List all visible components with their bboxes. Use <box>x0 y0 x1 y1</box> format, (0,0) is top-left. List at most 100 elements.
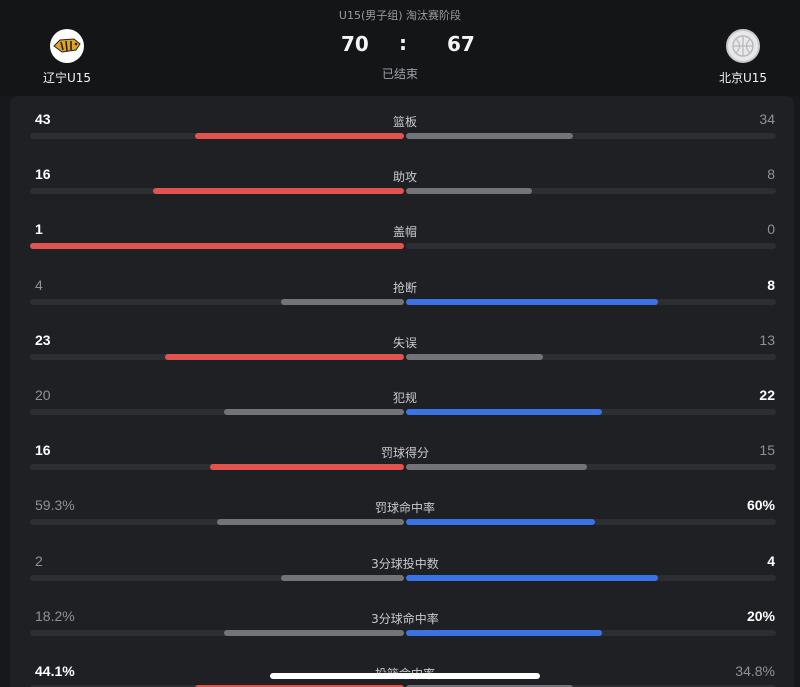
away-stat-track <box>406 685 776 687</box>
stat-row: 4 抢断 8 <box>0 270 800 325</box>
away-score: 67 <box>447 32 475 56</box>
home-stat-track <box>30 353 404 360</box>
home-score: 70 <box>341 32 369 56</box>
home-stat-bar <box>224 409 404 415</box>
stat-label: 助攻 <box>392 170 417 185</box>
away-stat-track <box>406 629 776 636</box>
home-stat-bar <box>281 574 404 581</box>
stat-row: 43 篮板 34 <box>0 104 800 159</box>
stat-row: 20 犯规 22 <box>0 380 800 435</box>
home-stat-bar <box>195 133 404 139</box>
home-stat-value: 18.2% <box>35 607 75 624</box>
stat-label: 抢断 <box>392 280 417 295</box>
stat-label: 3分球投中数 <box>371 556 439 571</box>
stat-row: 2 3分球投中数 4 <box>0 546 800 601</box>
away-stat-value: 20% <box>746 607 775 624</box>
home-stat-track <box>30 133 404 139</box>
home-stat-value: 16 <box>35 442 51 459</box>
away-stat-value: 60% <box>746 497 775 514</box>
home-team-name: 辽宁U15 <box>42 71 92 85</box>
away-stat-value: 4 <box>767 552 775 569</box>
away-team-name: 北京U15 <box>718 71 768 85</box>
home-stat-bar <box>210 464 404 471</box>
stat-row: 59.3% 罚球命中率 60% <box>0 490 800 545</box>
home-stat-value: 2 <box>35 552 43 569</box>
away-stat-track <box>406 464 776 471</box>
home-stat-value: 59.3% <box>35 497 75 514</box>
stat-row: 18.2% 3分球命中率 20% <box>0 601 800 656</box>
home-stat-track <box>30 188 404 195</box>
away-stat-bar <box>406 298 658 305</box>
home-stat-bar <box>30 243 404 250</box>
away-stat-bar <box>406 409 602 415</box>
stats-panel <box>10 96 794 687</box>
home-stat-track <box>30 574 404 581</box>
match-stage: U15(男子组) 淘汰赛阶段 <box>338 9 462 22</box>
stat-label: 罚球得分 <box>380 446 429 461</box>
away-stat-track <box>406 409 776 415</box>
away-stat-value: 34.8% <box>735 663 775 679</box>
stat-label: 盖帽 <box>392 225 417 240</box>
stat-label: 犯规 <box>392 391 417 405</box>
home-stat-track <box>30 298 404 305</box>
home-stat-value: 4 <box>35 276 43 293</box>
stat-label: 失误 <box>392 335 417 350</box>
away-stat-track <box>406 574 776 581</box>
away-stat-value: 15 <box>759 442 775 459</box>
home-stat-track <box>30 519 404 526</box>
home-stat-value: 44.1% <box>35 663 75 679</box>
home-stat-value: 16 <box>35 166 51 183</box>
away-stat-bar <box>406 574 658 581</box>
away-stat-value: 22 <box>759 387 775 403</box>
away-stat-bar <box>406 685 573 687</box>
match-header: U15(男子组) 淘汰赛阶段 辽宁U15 70 : 67 已结束 北京U15 <box>0 0 800 96</box>
home-stat-bar <box>217 519 404 526</box>
away-stat-track <box>406 519 776 526</box>
away-stat-bar <box>406 519 595 526</box>
stat-row: 44.1%投篮命中率34.8% <box>0 656 800 687</box>
tiger-logo-icon <box>50 29 84 63</box>
home-stat-bar <box>224 629 404 636</box>
match-status: 已结束 <box>381 67 418 81</box>
home-stat-track <box>30 685 404 687</box>
away-stat-value: 13 <box>759 331 775 348</box>
home-stat-track <box>30 629 404 636</box>
away-stat-bar <box>406 188 532 195</box>
score-separator: : <box>399 31 407 55</box>
home-stat-bar <box>195 685 404 687</box>
home-stat-track <box>30 243 404 250</box>
home-team[interactable]: 辽宁U15 <box>27 29 107 86</box>
away-stat-bar <box>406 464 587 471</box>
stat-row: 23 失误 13 <box>0 325 800 380</box>
away-stat-track <box>406 243 776 250</box>
home-stat-track <box>30 464 404 471</box>
stat-label: 3分球命中率 <box>371 611 439 626</box>
basketball-logo-icon <box>726 29 760 63</box>
stat-row: 1 盖帽 0 <box>0 214 800 269</box>
away-stat-value: 8 <box>767 166 775 183</box>
away-team[interactable]: 北京U15 <box>703 29 783 86</box>
home-stat-value: 43 <box>35 111 51 127</box>
away-stat-track <box>406 298 776 305</box>
stat-label: 篮板 <box>392 115 417 129</box>
home-indicator-bar[interactable] <box>270 673 540 679</box>
stat-row: 16 助攻 8 <box>0 159 800 214</box>
home-stat-bar <box>153 188 404 195</box>
home-stat-value: 1 <box>35 221 43 238</box>
away-stat-value: 8 <box>767 276 775 293</box>
home-stat-track <box>30 409 404 415</box>
stat-row: 16 罚球得分 15 <box>0 435 800 490</box>
home-stat-value: 20 <box>35 387 51 403</box>
away-stat-bar <box>406 629 602 636</box>
stat-label: 罚球命中率 <box>374 501 435 516</box>
away-stat-track <box>406 353 776 360</box>
away-stat-value: 34 <box>759 111 775 127</box>
home-stat-bar <box>165 353 404 360</box>
away-stat-track <box>406 133 776 139</box>
home-stat-bar <box>281 298 404 305</box>
away-stat-track <box>406 188 776 195</box>
home-stat-value: 23 <box>35 331 51 348</box>
away-stat-value: 0 <box>767 221 775 238</box>
away-stat-bar <box>406 133 573 139</box>
away-stat-bar <box>406 353 543 360</box>
